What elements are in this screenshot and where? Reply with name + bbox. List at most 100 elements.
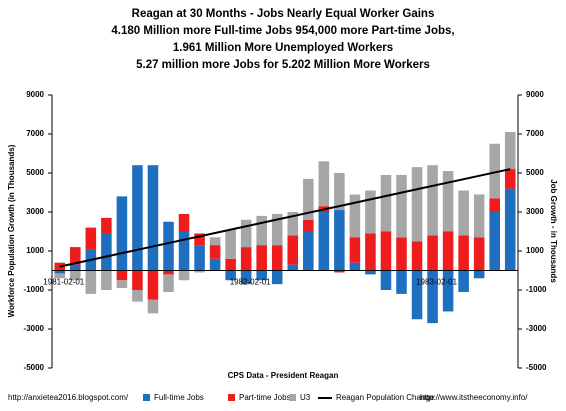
bar <box>396 174 407 238</box>
bar <box>504 132 516 170</box>
bar <box>349 194 361 238</box>
bar <box>458 270 469 292</box>
y2-tick-label: -5000 <box>526 363 547 372</box>
bar <box>256 270 267 281</box>
y-axis-label: Workforce Population Growth (in Thousand… <box>7 144 16 317</box>
bar <box>349 237 361 263</box>
bar <box>442 231 454 271</box>
footer-left: http://anxietea2016.blogspot.com/ <box>8 393 129 402</box>
bar <box>225 229 236 259</box>
bar <box>116 196 128 271</box>
bar <box>303 219 314 232</box>
bar <box>85 227 97 250</box>
chart-title: 4.180 Million more Full-time Jobs 954,00… <box>111 25 454 37</box>
bar <box>70 264 81 271</box>
bar <box>240 219 252 248</box>
bar <box>178 231 190 271</box>
chart-title: 5.27 million more Jobs for 5.202 Million… <box>136 59 430 71</box>
bar <box>116 270 128 281</box>
bar <box>54 273 66 279</box>
bar <box>256 215 267 246</box>
line <box>59 168 511 268</box>
bar <box>163 221 174 271</box>
legend-swatch <box>289 394 296 401</box>
y-tick-label: -1000 <box>24 285 45 294</box>
bar <box>473 237 485 271</box>
bar <box>116 280 128 289</box>
y2-tick-label: 3000 <box>526 207 544 216</box>
bar <box>240 270 252 285</box>
bar <box>365 270 376 275</box>
bar <box>101 217 112 234</box>
bar <box>411 167 423 242</box>
bar <box>303 178 314 220</box>
bar <box>365 190 376 234</box>
x-axis-label: CPS Data - President Reagan <box>228 371 339 380</box>
bar <box>427 270 438 324</box>
bar <box>225 270 236 281</box>
bar <box>163 274 174 292</box>
x-tick-label: 1982-02-01 <box>230 278 271 287</box>
bar <box>256 245 267 271</box>
bar <box>194 270 205 273</box>
bar <box>473 194 485 238</box>
bar <box>287 264 299 271</box>
chart-title: Reagan at 30 Months - Jobs Nearly Equal … <box>132 8 435 20</box>
bar <box>334 210 345 271</box>
legend-label: Reagan Population Change <box>336 393 435 402</box>
y-tick-label: 3000 <box>26 207 44 216</box>
bar <box>147 299 159 314</box>
y2-tick-label: 7000 <box>526 129 544 138</box>
bar <box>101 270 112 290</box>
legend-swatch <box>143 394 150 401</box>
y-tick-label: -5000 <box>24 363 45 372</box>
bar <box>54 270 66 274</box>
bar <box>225 258 236 271</box>
bar <box>365 233 376 271</box>
bar <box>427 165 438 236</box>
bar <box>209 237 221 246</box>
bar <box>194 233 205 246</box>
legend-label: Part-time Jobs <box>239 393 291 402</box>
y2-tick-label: 1000 <box>526 246 544 255</box>
bar <box>209 258 221 271</box>
bar <box>194 245 205 271</box>
bar <box>473 270 485 279</box>
footer-right: http://www.itstheeconomy.info/ <box>420 393 528 402</box>
bar <box>334 173 345 211</box>
bar <box>396 237 407 271</box>
bar <box>147 270 159 300</box>
y-tick-label: 7000 <box>26 129 44 138</box>
bar <box>209 245 221 259</box>
bar <box>442 171 454 232</box>
bar <box>504 169 516 189</box>
x-tick-label: 1981-02-01 <box>43 278 84 287</box>
bar <box>70 270 81 281</box>
bar <box>380 174 392 232</box>
chart-title: 1.961 Million More Unemployed Workers <box>173 42 393 54</box>
bar <box>489 198 500 212</box>
bar <box>147 165 159 271</box>
bar <box>349 262 361 271</box>
bar <box>271 245 283 271</box>
y2-tick-label: 9000 <box>526 90 544 99</box>
bar <box>178 270 190 281</box>
bar <box>132 270 143 290</box>
bar <box>411 270 423 320</box>
bar <box>396 270 407 294</box>
bar <box>178 213 190 232</box>
x-tick-label: 1983-02-01 <box>416 278 457 287</box>
bar <box>271 213 283 246</box>
bar <box>504 188 516 271</box>
bar <box>54 262 66 271</box>
y-tick-label: -3000 <box>24 324 45 333</box>
y2-axis-label: Job Growth - in Thousands <box>549 179 558 283</box>
bar <box>334 270 345 273</box>
bar <box>380 231 392 271</box>
bar <box>85 270 97 294</box>
y2-tick-label: -3000 <box>526 324 547 333</box>
bar <box>380 270 392 290</box>
bar <box>458 235 469 271</box>
